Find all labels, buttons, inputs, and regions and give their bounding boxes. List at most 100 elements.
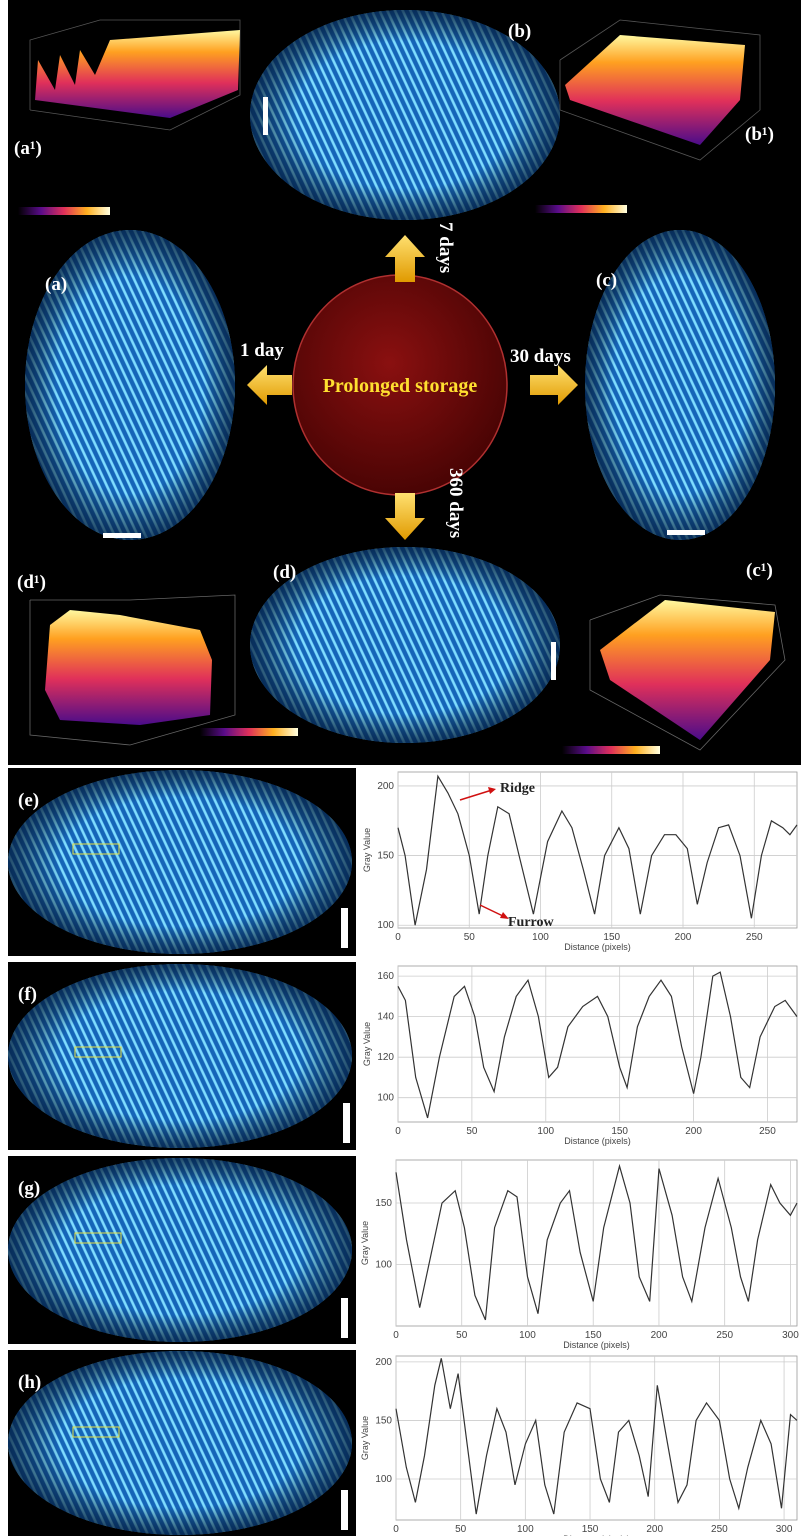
x-tick-label: 100 [537, 1126, 554, 1137]
x-tick-label: 250 [711, 1524, 728, 1535]
y-tick-label: 140 [377, 1012, 394, 1023]
y-tick-label: 150 [377, 851, 394, 862]
x-tick-label: 100 [517, 1524, 534, 1535]
y-tick-label: 120 [377, 1052, 394, 1063]
plot-area [397, 965, 798, 1123]
x-tick-label: 100 [532, 932, 549, 943]
annotation: Furrow [508, 915, 555, 930]
fingerprints [25, 10, 775, 743]
plot-area [395, 1355, 798, 1521]
x-tick-label: 200 [685, 1126, 702, 1137]
profile-plots: 0 50 100 150 200 250 100 150 200 Distance (pixels… [360, 771, 799, 1536]
panel-label: (d¹) [17, 572, 46, 593]
x-axis-label: Distance (pixels) [564, 1136, 631, 1146]
y-tick-label: 100 [377, 920, 394, 931]
arrow-up [385, 235, 425, 282]
panel-label: (b) [508, 21, 531, 42]
x-tick-label: 300 [782, 1330, 799, 1341]
plot-area [395, 1159, 798, 1327]
center-label: Prolonged storage [323, 375, 478, 397]
x-tick-label: 50 [455, 1524, 467, 1535]
panel-label: (a¹) [14, 138, 42, 159]
y-tick-label: 160 [377, 971, 394, 982]
annotation: Ridge [500, 781, 535, 796]
panel-label: (h) [18, 1372, 41, 1393]
surface-plots [18, 19, 786, 754]
panel-label: (g) [18, 1178, 40, 1199]
y-tick-label: 100 [375, 1474, 392, 1485]
x-tick-label: 150 [585, 1330, 602, 1341]
scale-bar [667, 530, 705, 535]
y-tick-label: 200 [377, 781, 394, 792]
panel-label: (c¹) [746, 560, 773, 581]
x-tick-label: 0 [393, 1524, 399, 1535]
x-tick-label: 300 [776, 1524, 793, 1535]
arrows [247, 235, 578, 540]
panel-label: (c) [596, 270, 617, 291]
x-tick-label: 50 [464, 932, 476, 943]
y-tick-label: 100 [375, 1260, 392, 1271]
x-axis-label: Distance (pixels) [563, 1534, 630, 1536]
x-axis-label: Distance (pixels) [564, 942, 631, 952]
x-tick-label: 250 [746, 932, 763, 943]
vignette [585, 230, 775, 540]
arrow-label: 30 days [510, 346, 571, 367]
annotation-arrow [479, 904, 506, 918]
panel-label: (d) [273, 562, 296, 583]
arrowhead [488, 787, 496, 794]
arrow-down [385, 493, 425, 540]
x-tick-label: 200 [646, 1524, 663, 1535]
bottom-images [8, 768, 356, 1536]
arrowhead [500, 912, 509, 919]
surface-a1 [18, 19, 241, 215]
arrow-left [247, 365, 292, 405]
scale-bar [103, 533, 141, 538]
x-tick-label: 200 [675, 932, 692, 943]
y-axis-label: Gray Value [362, 828, 372, 872]
panel-label: (b¹) [745, 124, 774, 145]
x-tick-label: 50 [466, 1126, 478, 1137]
vignette [250, 547, 560, 743]
vignette [250, 10, 560, 220]
panel-label: (a) [45, 274, 67, 295]
profile-line [395, 1358, 798, 1515]
profile-line [397, 774, 798, 926]
arrow-label: 360 days [445, 468, 466, 538]
y-axis-label: Gray Value [360, 1416, 370, 1460]
y-axis-label: Gray Value [360, 1221, 370, 1265]
arrow-label: 7 days [435, 222, 456, 273]
y-tick-label: 100 [377, 1093, 394, 1104]
x-tick-label: 250 [759, 1126, 776, 1137]
x-tick-label: 250 [716, 1330, 733, 1341]
x-tick-label: 0 [395, 932, 401, 943]
surface-b1 [535, 19, 761, 213]
profile-line [395, 1163, 798, 1321]
x-tick-label: 100 [519, 1330, 536, 1341]
y-axis-label: Gray Value [362, 1022, 372, 1066]
y-tick-label: 150 [375, 1415, 392, 1426]
x-tick-label: 150 [611, 1126, 628, 1137]
scale-bar [263, 97, 268, 135]
profile-line [397, 971, 798, 1119]
panel-label: (f) [18, 984, 37, 1005]
scale-bar [551, 642, 556, 680]
x-tick-label: 150 [582, 1524, 599, 1535]
x-tick-label: 200 [651, 1330, 668, 1341]
vignette [25, 230, 235, 540]
x-tick-label: 150 [603, 932, 620, 943]
plot-area [397, 771, 798, 929]
y-tick-label: 150 [375, 1198, 392, 1209]
y-tick-label: 200 [375, 1357, 392, 1368]
x-tick-label: 50 [456, 1330, 468, 1341]
panel-label: (e) [18, 790, 39, 811]
arrow-right [530, 365, 578, 405]
annotation-arrow [459, 789, 493, 801]
surface-d1 [29, 594, 298, 746]
arrow-label: 1 day [240, 340, 284, 361]
x-axis-label: Distance (pixels) [563, 1340, 630, 1350]
surface-c1 [562, 594, 786, 754]
x-tick-label: 0 [393, 1330, 399, 1341]
x-tick-label: 0 [395, 1126, 401, 1137]
